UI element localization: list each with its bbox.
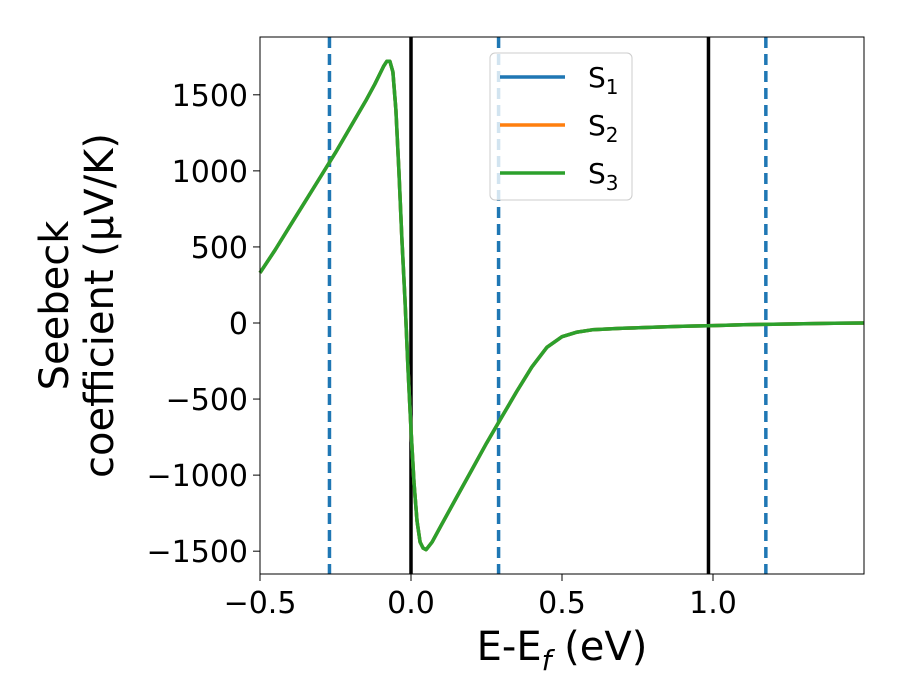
series-line-s3 — [258, 59, 865, 552]
x-axis-label: E-Ef (eV) — [477, 624, 648, 677]
y-axis-label-line1: Seebeck — [32, 220, 78, 391]
y-tick-label: −500 — [166, 383, 248, 418]
y-tick-label: −1000 — [147, 459, 248, 494]
x-tick-label: 0.5 — [538, 586, 586, 621]
y-tick-label: 0 — [229, 307, 248, 342]
x-axis-ticks: −0.5 0.0 0.5 1.0 — [224, 574, 737, 621]
y-tick-label: −1500 — [147, 535, 248, 570]
legend-label-s1: S1 — [588, 61, 619, 99]
x-tick-label: 0.0 — [387, 586, 435, 621]
x-tick-label: −0.5 — [224, 586, 297, 621]
legend-label-s2: S2 — [588, 109, 619, 147]
legend: S1 S2 S3 — [489, 52, 633, 201]
y-axis-ticks: −1500 −1000 −500 0 500 1000 1500 — [147, 79, 260, 570]
y-tick-label: 1000 — [172, 155, 248, 190]
y-tick-label: 1500 — [172, 79, 248, 114]
x-tick-label: 1.0 — [689, 586, 737, 621]
y-axis-label-line2: coefficient (μV/K) — [77, 133, 123, 478]
y-tick-label: 500 — [191, 231, 248, 266]
legend-label-s3: S3 — [588, 157, 619, 195]
y-axis-label: Seebeck coefficient (μV/K) — [32, 133, 123, 478]
series-layer — [258, 59, 865, 552]
